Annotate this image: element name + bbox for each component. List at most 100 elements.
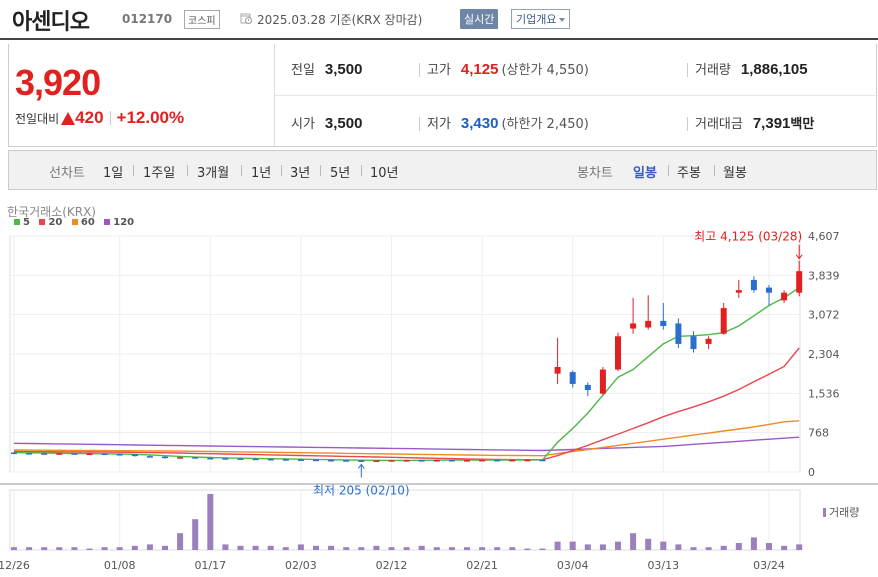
legend-ma20-label: 20 (48, 217, 63, 228)
legend-ma120-label: 120 (113, 217, 135, 228)
tab-1w[interactable]: 1주일 (143, 166, 176, 181)
tab-10y[interactable]: 10년 (370, 166, 399, 181)
candle-body (222, 458, 229, 460)
candle-body (524, 459, 531, 462)
market-badge: 코스피 (184, 10, 220, 29)
volume-bar (766, 543, 772, 550)
volume-bar (599, 544, 606, 550)
y-tick-label: 3,839 (808, 269, 840, 282)
candle-body (584, 384, 591, 391)
candle-body (388, 460, 395, 462)
candle-body (162, 456, 168, 459)
tab-1y[interactable]: 1년 (251, 166, 272, 181)
tab-weekly[interactable]: 주봉 (677, 166, 701, 181)
legend-swatch (39, 219, 46, 225)
volume-label: 거래량 (695, 63, 731, 78)
stock-code: 012170 (122, 12, 173, 26)
volume-bar (101, 547, 108, 550)
chart-legend: 5 20 60 120 (14, 217, 140, 228)
stock-name: 아센디오 (12, 10, 90, 35)
x-tick-label: 03/13 (647, 559, 679, 572)
candle-body (26, 453, 33, 455)
open-cell: 시가 3,500 (291, 113, 362, 132)
amount-value: 7,391 (752, 115, 791, 132)
divider (687, 117, 688, 131)
legend-swatch (71, 219, 78, 225)
volume-bar (524, 548, 531, 550)
price-change: 전일대비 420 +12.00% (15, 108, 184, 128)
stock-chart[interactable]: 4,607 3,839 3,072 2,304 1,536 768 0 12/26 01/08 0… (0, 228, 878, 577)
volume-value: 1,886,105 (740, 61, 808, 78)
change-label: 전일대비 (15, 112, 60, 126)
current-price-panel: 3,920 전일대비 420 +12.00% (9, 44, 275, 146)
price-summary: 3,920 전일대비 420 +12.00% 전일 3,500 고가 4,125 (상한가… (8, 44, 878, 147)
tab-daily[interactable]: 일봉 (633, 166, 657, 181)
x-tick-label: 02/03 (285, 559, 317, 572)
volume-bar (373, 545, 380, 550)
candle-body (403, 460, 410, 462)
volume-pane-frame (9, 489, 801, 551)
candle-body (781, 292, 788, 301)
volume-bar (267, 545, 274, 550)
volume-legend-swatch (823, 508, 826, 517)
volume-bar (735, 543, 742, 550)
prev-close-cell: 전일 3,500 (291, 59, 362, 78)
volume-bar (705, 547, 712, 550)
chart-source: 한국거래소(KRX) (7, 205, 96, 219)
tab-monthly[interactable]: 월봉 (723, 166, 747, 181)
divider (361, 165, 362, 176)
x-tick-label: 02/21 (466, 559, 498, 572)
divider (133, 165, 134, 176)
candle-body (464, 460, 470, 462)
divider (419, 117, 420, 131)
divider (714, 165, 715, 176)
volume-bar (750, 537, 757, 550)
candle-body (735, 290, 742, 293)
x-tick-label: 01/17 (194, 559, 226, 572)
clock-icon (240, 13, 252, 24)
tab-5y[interactable]: 5년 (330, 166, 351, 181)
high-annotation: 최고 4,125 (03/28) (694, 230, 802, 244)
candle-body (509, 459, 516, 462)
y-tick-label: 4,607 (808, 230, 840, 243)
legend-ma20: 20 (39, 217, 62, 228)
volume-bar (388, 547, 395, 550)
candle-body (207, 457, 214, 460)
legend-ma60: 60 (71, 217, 95, 228)
ma-line-ma60 (13, 420, 800, 457)
volume-bar (720, 545, 727, 550)
company-overview-dropdown[interactable]: 기업개요 (511, 9, 571, 29)
volume-bar (222, 544, 229, 550)
x-tick-label: 12/26 (0, 559, 30, 572)
y-tick-label: 3,072 (808, 309, 840, 322)
amount-cell: 거래대금 7,391백만 (695, 113, 814, 132)
high-value: 4,125 (460, 61, 499, 78)
candle-body (192, 457, 199, 459)
volume-bar (615, 541, 621, 550)
candle-body (297, 459, 304, 461)
realtime-button[interactable]: 실시간 (460, 9, 499, 29)
candle-body (358, 460, 365, 462)
y-tick-label: 2,304 (808, 348, 840, 361)
volume-bar (177, 533, 184, 550)
volume-bar (479, 547, 486, 550)
volume-bar (237, 545, 244, 550)
candle-body (630, 323, 637, 329)
divider (241, 165, 242, 176)
legend-ma60-label: 60 (80, 217, 95, 228)
tab-3y[interactable]: 3년 (290, 166, 311, 181)
tab-3m[interactable]: 3개월 (197, 166, 230, 181)
tab-1d[interactable]: 1일 (103, 166, 124, 181)
volume-bar (448, 547, 455, 550)
candle-body (11, 452, 17, 455)
candle-body (660, 320, 667, 327)
divider (687, 63, 688, 77)
volume-bar (26, 547, 33, 550)
divider (419, 63, 420, 77)
divider (109, 111, 111, 125)
candle-body (766, 287, 772, 293)
y-tick-label: 1,536 (808, 387, 840, 400)
candle-body (282, 459, 289, 461)
legend-swatch (104, 219, 111, 225)
chart-period-tabs: 선차트 1일 1주일 3개월 1년 3년 5년 10년 봉차트 일봉 주봉 월봉 (8, 150, 877, 190)
